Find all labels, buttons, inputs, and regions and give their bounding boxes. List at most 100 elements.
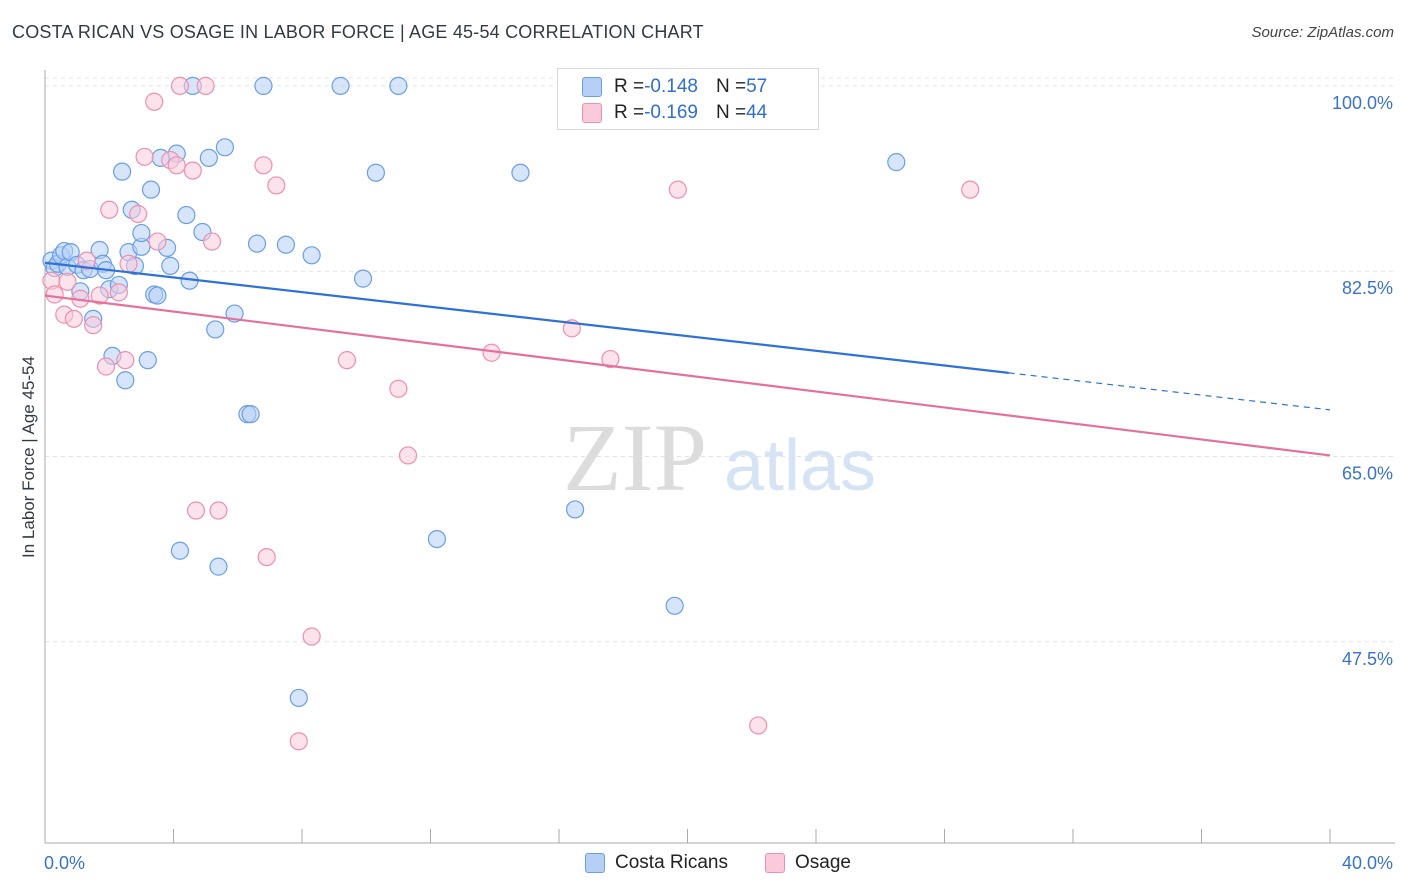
point-costa-ricans xyxy=(112,162,132,181)
point-costa-ricans xyxy=(148,286,167,305)
legend-label-osage: Osage xyxy=(795,852,851,873)
point-osage xyxy=(96,357,116,376)
point-osage xyxy=(100,200,119,219)
point-costa-ricans xyxy=(289,688,308,708)
point-costa-ricans xyxy=(511,163,530,182)
point-osage xyxy=(148,232,167,251)
point-costa-ricans xyxy=(353,269,373,288)
legend-swatch-pink xyxy=(765,853,785,873)
point-osage xyxy=(749,716,768,735)
legend-n-label: N = xyxy=(715,102,747,123)
legend-r-value: -0.148 xyxy=(644,76,698,97)
point-osage xyxy=(116,351,135,370)
point-costa-ricans xyxy=(138,351,157,370)
y-axis-title: In Labor Force | Age 45-54 xyxy=(19,356,38,558)
point-osage xyxy=(668,180,687,199)
trend-line-osage xyxy=(44,294,1331,457)
series-costa-ricans xyxy=(42,76,906,708)
point-osage xyxy=(267,176,286,195)
point-osage xyxy=(186,501,206,520)
point-osage xyxy=(961,180,980,199)
legend-n-value: 44 xyxy=(746,102,768,123)
watermark-zip: ZIP xyxy=(563,404,707,511)
trend-line-costa-ricans xyxy=(44,261,1009,374)
point-costa-ricans xyxy=(366,163,385,182)
legend-swatch-blue xyxy=(585,853,605,873)
point-osage xyxy=(601,349,620,369)
point-osage xyxy=(90,286,109,305)
watermark: ZIP atlas xyxy=(563,404,876,511)
chart-title: COSTA RICAN VS OSAGE IN LABOR FORCE | AG… xyxy=(12,22,704,42)
point-costa-ricans xyxy=(887,153,906,172)
point-costa-ricans xyxy=(132,223,151,243)
legend-r-label: R = xyxy=(614,76,645,97)
grid-lines xyxy=(45,77,1395,643)
point-osage xyxy=(398,446,418,465)
point-osage xyxy=(257,547,276,567)
point-costa-ricans xyxy=(389,76,408,95)
point-costa-ricans xyxy=(206,320,225,339)
source-label: Source: ZipAtlas.com xyxy=(1251,24,1394,41)
point-costa-ricans xyxy=(116,371,135,390)
point-costa-ricans xyxy=(215,138,234,157)
point-osage xyxy=(170,76,190,95)
point-costa-ricans xyxy=(209,557,228,576)
watermark-atlas: atlas xyxy=(724,426,876,506)
point-osage xyxy=(302,627,321,646)
point-osage xyxy=(58,272,77,291)
point-osage xyxy=(337,351,357,370)
point-costa-ricans xyxy=(247,234,267,253)
legend-item-costa-ricans: Costa Ricans xyxy=(585,852,728,874)
legend-r-value: -0.169 xyxy=(644,102,698,123)
point-osage xyxy=(119,254,138,273)
point-osage xyxy=(109,283,128,302)
legend-row-costa-ricans: R = -0.148 N = 57 xyxy=(582,74,767,100)
point-osage xyxy=(135,147,154,166)
point-osage xyxy=(209,501,228,520)
point-costa-ricans xyxy=(331,76,350,95)
point-costa-ricans xyxy=(241,405,260,424)
point-costa-ricans xyxy=(565,500,585,519)
point-osage xyxy=(145,92,164,111)
legend-swatch-blue xyxy=(582,77,602,97)
point-osage xyxy=(45,285,64,304)
point-osage xyxy=(389,379,408,398)
x-tick-label-max: 40.0% xyxy=(1342,853,1393,873)
legend-item-osage: Osage xyxy=(765,852,851,874)
axis-labels: 47.5% 65.0% 82.5% 100.0% 0.0% 40.0% In Labor F… xyxy=(19,93,1393,873)
point-osage xyxy=(167,156,186,175)
legend-n-label: N = xyxy=(715,76,747,97)
legend-label-costa-ricans: Costa Ricans xyxy=(615,852,728,873)
stats-legend: R = -0.148 N = 57 R = -0.169 N = 44 xyxy=(557,68,819,130)
point-costa-ricans xyxy=(302,246,321,265)
legend-row-osage: R = -0.169 N = 44 xyxy=(582,100,767,126)
trend-line-costa-ricans-extension xyxy=(1008,372,1331,411)
trend-lines xyxy=(44,261,1331,457)
point-costa-ricans xyxy=(141,180,161,199)
point-osage xyxy=(254,156,273,175)
point-osage xyxy=(289,732,308,751)
y-tick-label: 47.5% xyxy=(1342,649,1393,669)
axes xyxy=(44,70,1395,844)
point-costa-ricans xyxy=(170,541,190,560)
point-costa-ricans xyxy=(427,529,447,549)
legend-swatch-pink xyxy=(582,103,602,123)
point-osage xyxy=(129,204,148,224)
series-osage xyxy=(42,76,980,751)
legend-n-value: 57 xyxy=(746,76,768,97)
point-osage xyxy=(202,232,222,251)
point-osage xyxy=(196,76,215,95)
point-costa-ricans xyxy=(199,148,218,167)
point-osage xyxy=(183,161,202,180)
point-costa-ricans xyxy=(276,235,296,254)
point-costa-ricans xyxy=(254,76,273,95)
y-tick-label: 65.0% xyxy=(1342,464,1393,484)
point-osage xyxy=(84,316,103,335)
legend-r-label: R = xyxy=(614,102,645,123)
point-costa-ricans xyxy=(665,596,684,615)
point-osage xyxy=(77,251,96,270)
y-tick-label: 82.5% xyxy=(1342,278,1393,298)
y-tick-label: 100.0% xyxy=(1332,93,1393,113)
point-costa-ricans xyxy=(161,256,180,275)
